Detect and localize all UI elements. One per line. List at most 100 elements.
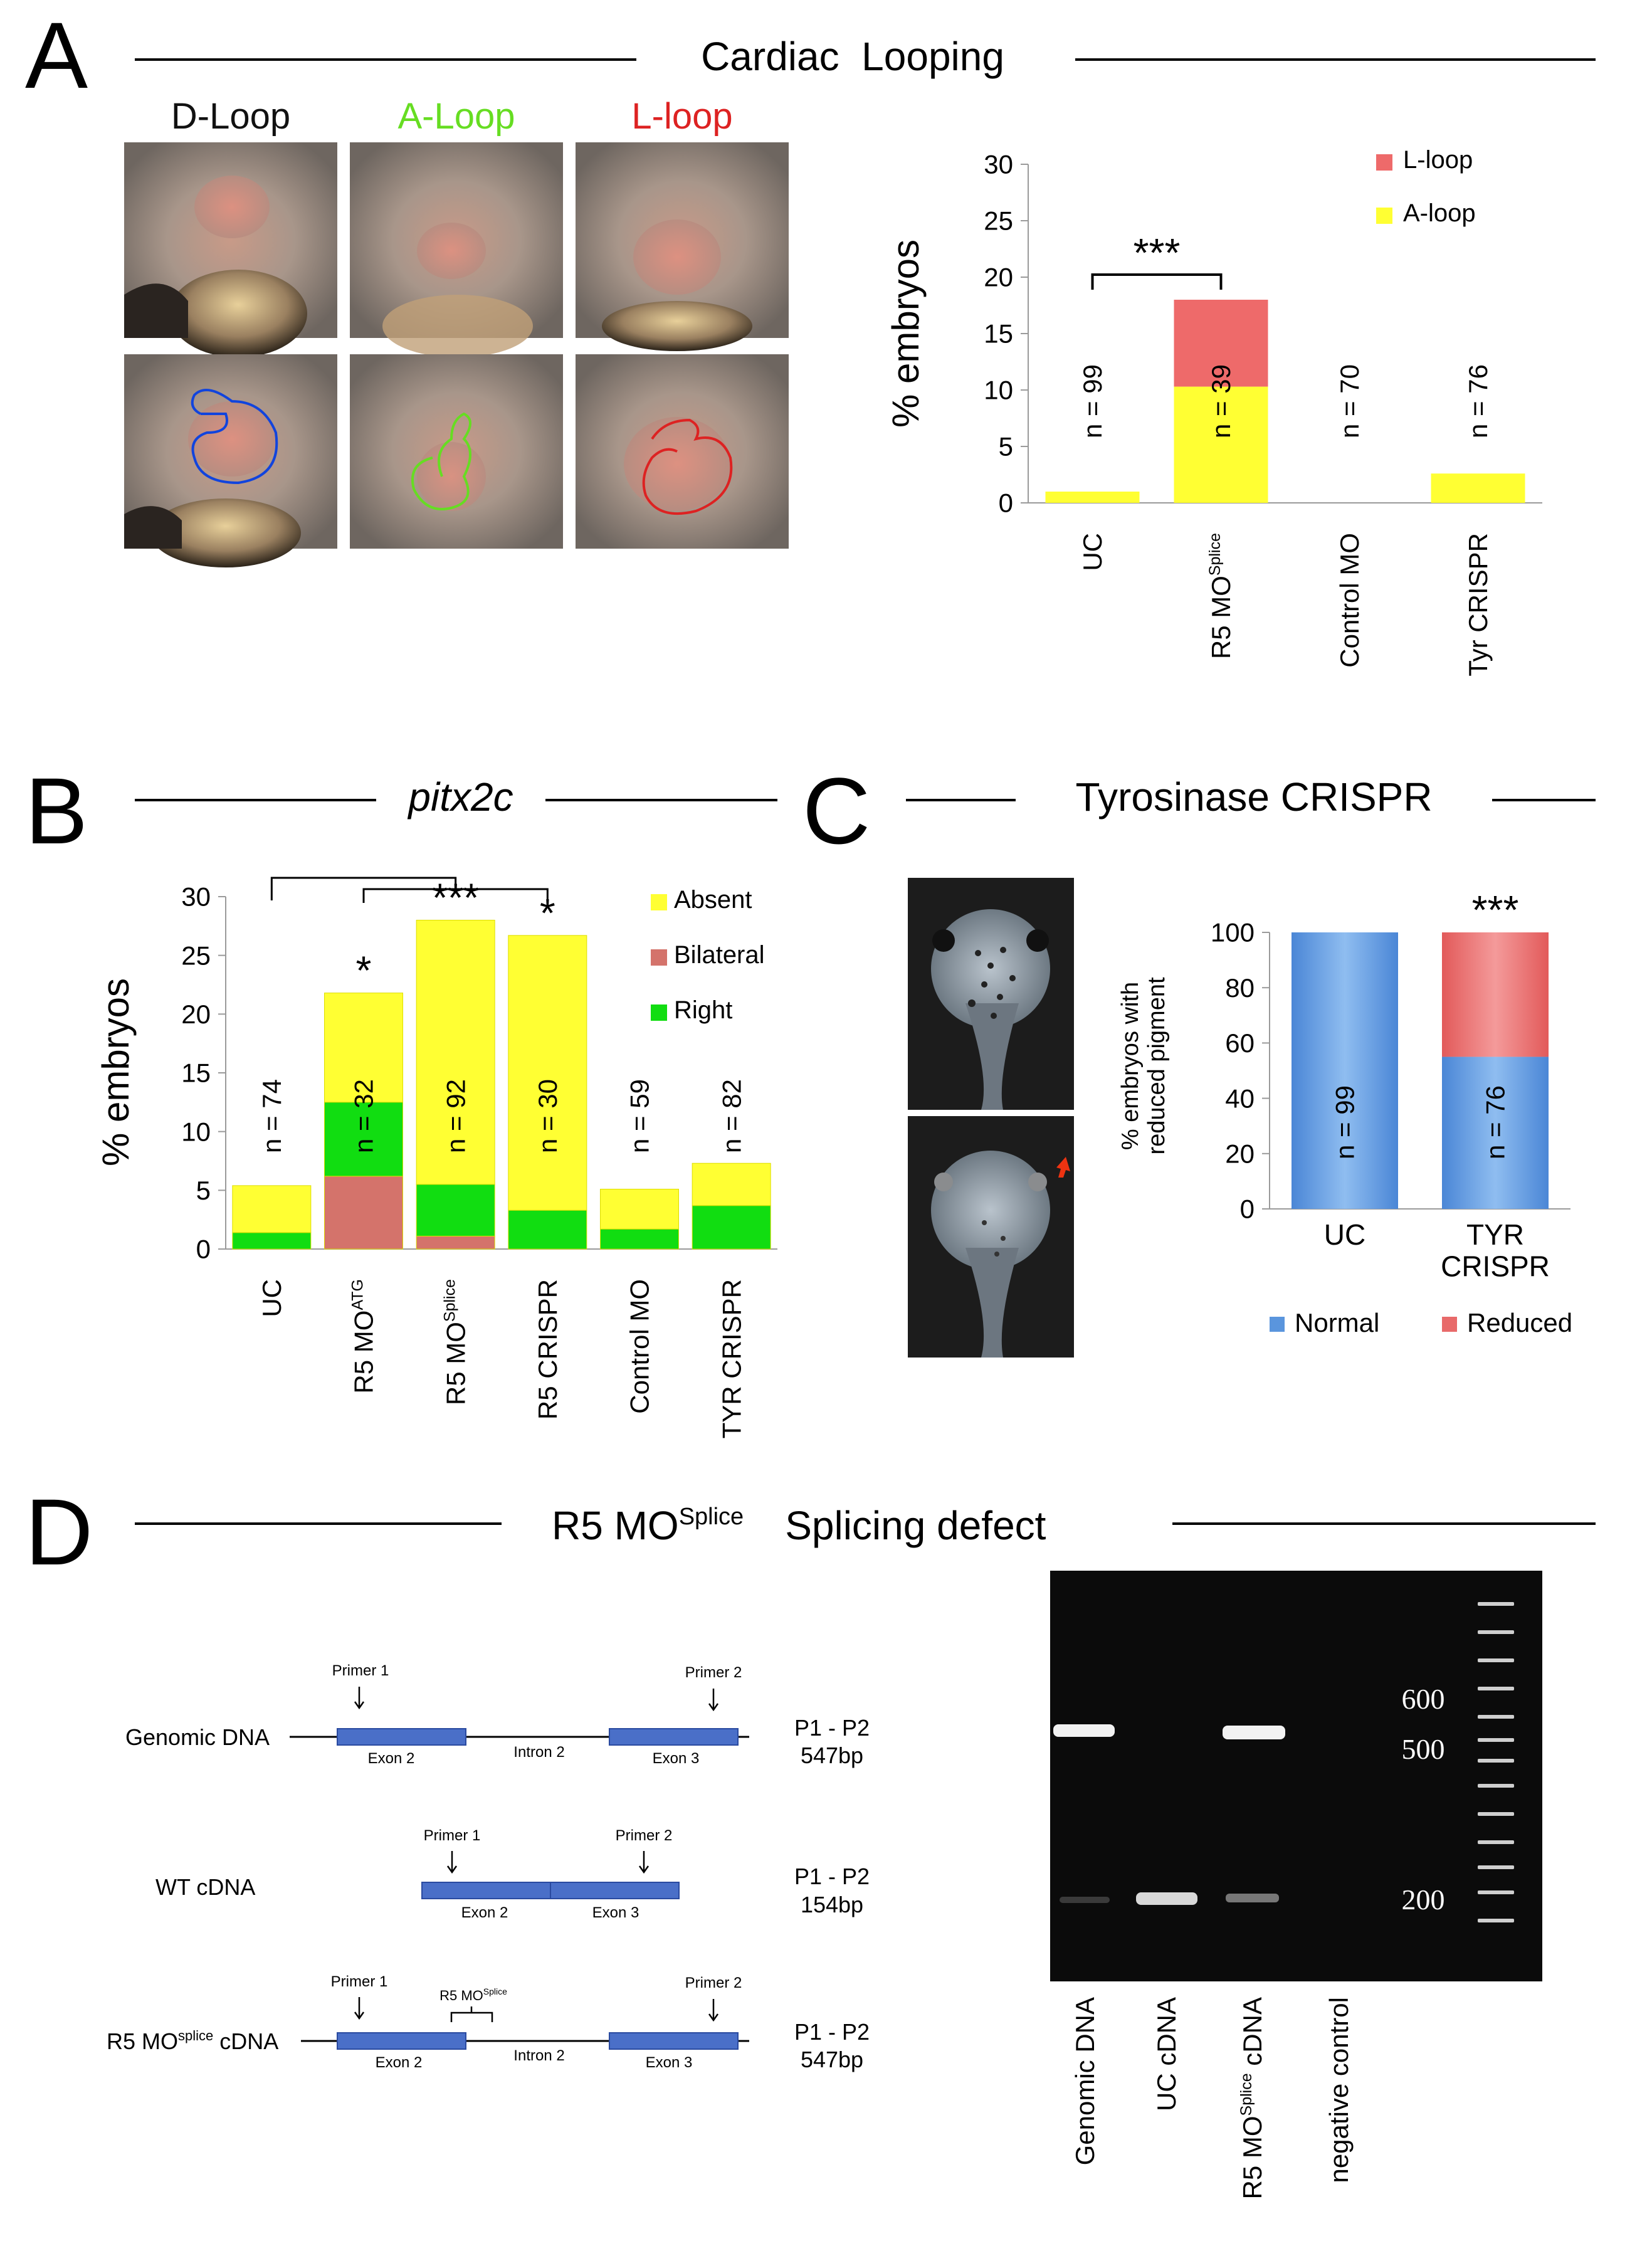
n-label: n = 82: [717, 1079, 746, 1153]
significance-stars: ***: [1472, 887, 1519, 932]
exon-3-label: Exon 3: [653, 1750, 700, 1767]
bar-bilateral: [416, 1235, 495, 1250]
image-label-1: A-Loop: [397, 96, 515, 137]
result-primers: P1 - P2: [794, 2019, 870, 2045]
n-label: n = 70: [1335, 364, 1364, 438]
gel-bands: [1053, 1724, 1285, 1905]
chart-a: 0 5 10 15 20 25 30 % embryos n = 99 UC n = 39 R5 MO…: [885, 146, 1542, 677]
primer-2-arrow-icon: [638, 1851, 650, 1874]
band-genomic-faint: [1060, 1897, 1110, 1903]
n-label: n = 76: [1463, 364, 1493, 438]
n-label: n = 59: [625, 1079, 655, 1153]
exon-3-label: Exon 3: [646, 2054, 693, 2071]
result-primers: P1 - P2: [794, 1864, 870, 1889]
bar-reduced: [1442, 932, 1549, 1057]
photo-a-loop: [350, 142, 563, 357]
panel-letter-a: A: [25, 3, 88, 108]
legend-label: Right: [674, 996, 732, 1024]
band-genomic-547: [1053, 1724, 1115, 1737]
bar-bilateral: [324, 1176, 403, 1250]
y-tick-label: 80: [1225, 973, 1255, 1003]
category-label: R5 CRISPR: [533, 1279, 562, 1420]
exon-3-box: [609, 1728, 739, 1746]
y-tick-label: 25: [984, 206, 1013, 236]
panel-d-title: R5 MOSplice Splicing defect: [552, 1503, 1046, 1548]
photo-l-loop-outlined: [576, 354, 789, 549]
significance-bracket: [362, 888, 549, 903]
a-loop-outline: [411, 412, 471, 510]
n-label: n = 32: [349, 1079, 379, 1153]
tadpole-photo-reduced: [908, 1116, 1074, 1358]
row-label-genomic: Genomic DNA: [125, 1724, 270, 1750]
image-label-0: D-Loop: [171, 96, 290, 137]
panel-letter-c: C: [802, 758, 870, 863]
diagram-row-mo: R5 MOsplice cDNA Exon 2 Intron 2 Exon 3 …: [107, 1973, 870, 2072]
exon-2-label: Exon 2: [461, 1904, 508, 1921]
exon-2-label: Exon 2: [376, 2054, 423, 2071]
bar-right: [600, 1228, 679, 1250]
y-tick-label: 0: [196, 1235, 211, 1264]
l-loop-outline: [642, 418, 733, 515]
y-tick-label: 20: [1225, 1139, 1255, 1169]
y-tick-label: 15: [984, 319, 1013, 349]
gel-lane-label: negative control: [1324, 1997, 1354, 2183]
exon-2-label: Exon 2: [368, 1750, 415, 1767]
y-axis-label: % embryos: [885, 240, 927, 428]
exon-2-box: [337, 1728, 466, 1746]
band-mo-547: [1223, 1726, 1285, 1739]
y-tick-label: 10: [181, 1117, 211, 1146]
y-axis-label: reduced pigment: [1144, 977, 1170, 1155]
gel-lane-label: Genomic DNA: [1070, 1997, 1100, 2165]
panel-letter-b: B: [25, 758, 88, 863]
primer-1-arrow-icon: [354, 1997, 365, 2020]
n-label: n = 99: [1078, 364, 1107, 438]
gel-lane-label: R5 MOSplice cDNA: [1238, 1997, 1267, 2199]
row-label-mo: R5 MOsplice cDNA: [107, 2028, 278, 2054]
diagram-row-genomic: Genomic DNA Exon 2 Intron 2 Exon 3 Prime…: [125, 1662, 870, 1768]
gel-size-500: 500: [1402, 1733, 1445, 1765]
bar-absent: [692, 1163, 771, 1206]
panel-a-image-labels: D-Loop A-Loop L-loop: [171, 96, 733, 137]
legend-label: Normal: [1295, 1308, 1379, 1337]
y-tick-label: 10: [984, 376, 1013, 405]
chart-b: 0 5 10 15 20 25 30 % embryos n = 74 UC n = 32 R5 MO…: [95, 875, 777, 1438]
panel-b-title: pitx2c: [407, 774, 513, 820]
tadpole-photos: [908, 878, 1074, 1358]
red-arrow-icon: [1056, 1157, 1070, 1178]
primer-2-arrow-icon: [708, 1999, 719, 2022]
primer-2-label: Primer 2: [685, 1664, 742, 1681]
gel-size-600: 600: [1402, 1683, 1445, 1715]
bar-right: [232, 1232, 312, 1250]
panel-letter-d: D: [25, 1479, 93, 1584]
bar-a-loop: [1431, 473, 1525, 503]
n-label: n = 74: [257, 1079, 287, 1153]
gel-image: 600 500 200: [1050, 1571, 1542, 1981]
category-label: Tyr CRISPR: [1463, 533, 1493, 677]
y-tick-label: 0: [1240, 1194, 1255, 1224]
result-primers: P1 - P2: [794, 1715, 870, 1741]
band-uc-154: [1136, 1892, 1197, 1905]
legend-swatch: [651, 1004, 667, 1021]
bar-absent: [232, 1185, 312, 1233]
category-label: Control MO: [1335, 533, 1364, 668]
category-label: CRISPR: [1441, 1250, 1550, 1283]
category-label: UC: [1078, 533, 1107, 571]
significance-bracket: [1091, 273, 1223, 290]
panel-a-title: Cardiac Looping: [701, 34, 1004, 79]
intron-2-label: Intron 2: [513, 1744, 564, 1761]
y-tick-label: 15: [181, 1058, 211, 1088]
category-label: TYR: [1466, 1218, 1524, 1251]
photo-l-loop: [576, 142, 789, 351]
y-tick-label: 60: [1225, 1028, 1255, 1058]
photo-a-loop-outlined: [350, 354, 563, 549]
gel-lane-labels: Genomic DNA UC cDNA R5 MOSplice cDNA negati…: [1070, 1997, 1354, 2199]
exon-2-box: [337, 2032, 466, 2050]
category-label: TYR CRISPR: [717, 1279, 746, 1438]
legend-label: L-loop: [1403, 146, 1473, 174]
bar-normal: [1442, 1057, 1549, 1209]
n-label: n = 92: [441, 1079, 470, 1153]
y-tick-label: 0: [999, 488, 1013, 518]
bar-l-loop: [1174, 300, 1268, 387]
legend-swatch: [1376, 154, 1392, 171]
